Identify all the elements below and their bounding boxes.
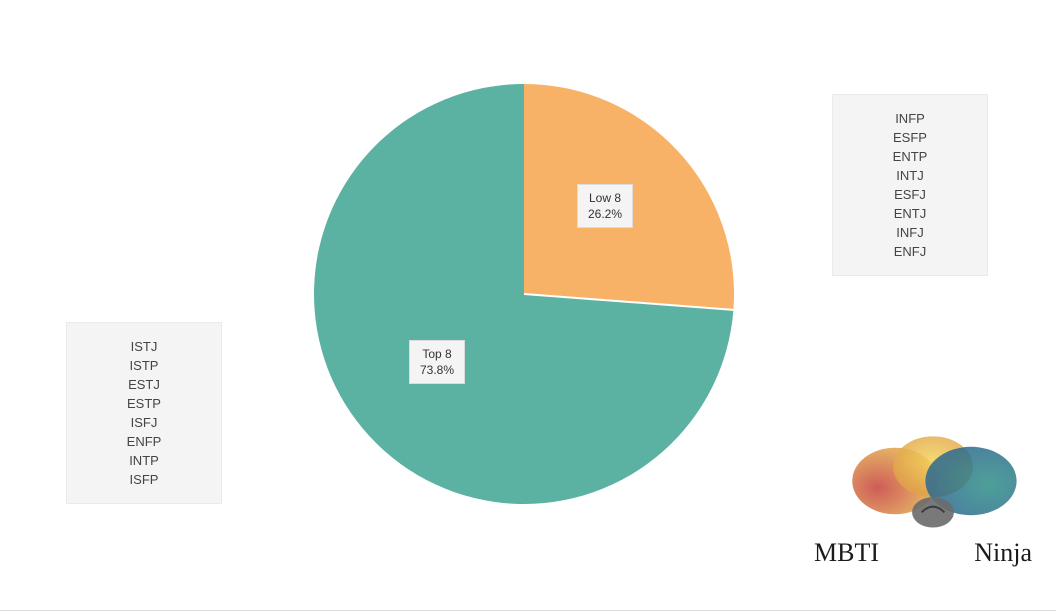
slice-label-top8: Top 8 73.8% <box>409 340 465 384</box>
legend-item: ISFP <box>89 470 199 489</box>
legend-item: ESTP <box>89 394 199 413</box>
legend-item: ENFP <box>89 432 199 451</box>
legend-item: ESTJ <box>89 375 199 394</box>
legend-item: ENTJ <box>855 204 965 223</box>
legend-item: ISFJ <box>89 413 199 432</box>
legend-box-top8: ISTJ ISTP ESTJ ESTP ISFJ ENFP INTP ISFP <box>66 322 222 504</box>
smoke-icon <box>838 426 1028 536</box>
legend-item: INFJ <box>855 223 965 242</box>
slice-label-percent: 73.8% <box>420 362 454 378</box>
legend-item: INTP <box>89 451 199 470</box>
legend-item: ISTJ <box>89 337 199 356</box>
chart-canvas: ISTJ ISTP ESTJ ESTP ISFJ ENFP INTP ISFP … <box>0 0 1056 612</box>
pie-chart <box>314 84 734 504</box>
legend-box-low8: INFP ESFP ENTP INTJ ESFJ ENTJ INFJ ENFJ <box>832 94 988 276</box>
slice-label-low8: Low 8 26.2% <box>577 184 633 228</box>
logo-word-left: MBTI <box>808 538 885 568</box>
slice-label-name: Top 8 <box>420 346 454 362</box>
logo-word-right: Ninja <box>968 538 1038 568</box>
legend-item: ISTP <box>89 356 199 375</box>
brain-icon <box>912 497 954 527</box>
legend-item: INFP <box>855 109 965 128</box>
logo-wordmark: MBTI Ninja <box>808 538 1038 568</box>
mbti-ninja-logo: MBTI Ninja <box>808 426 1038 586</box>
legend-item: ENTP <box>855 147 965 166</box>
pie-svg <box>314 84 734 504</box>
slice-label-name: Low 8 <box>588 190 622 206</box>
legend-item: INTJ <box>855 166 965 185</box>
legend-item: ESFJ <box>855 185 965 204</box>
legend-item: ENFJ <box>855 242 965 261</box>
legend-item: ESFP <box>855 128 965 147</box>
slice-label-percent: 26.2% <box>588 206 622 222</box>
